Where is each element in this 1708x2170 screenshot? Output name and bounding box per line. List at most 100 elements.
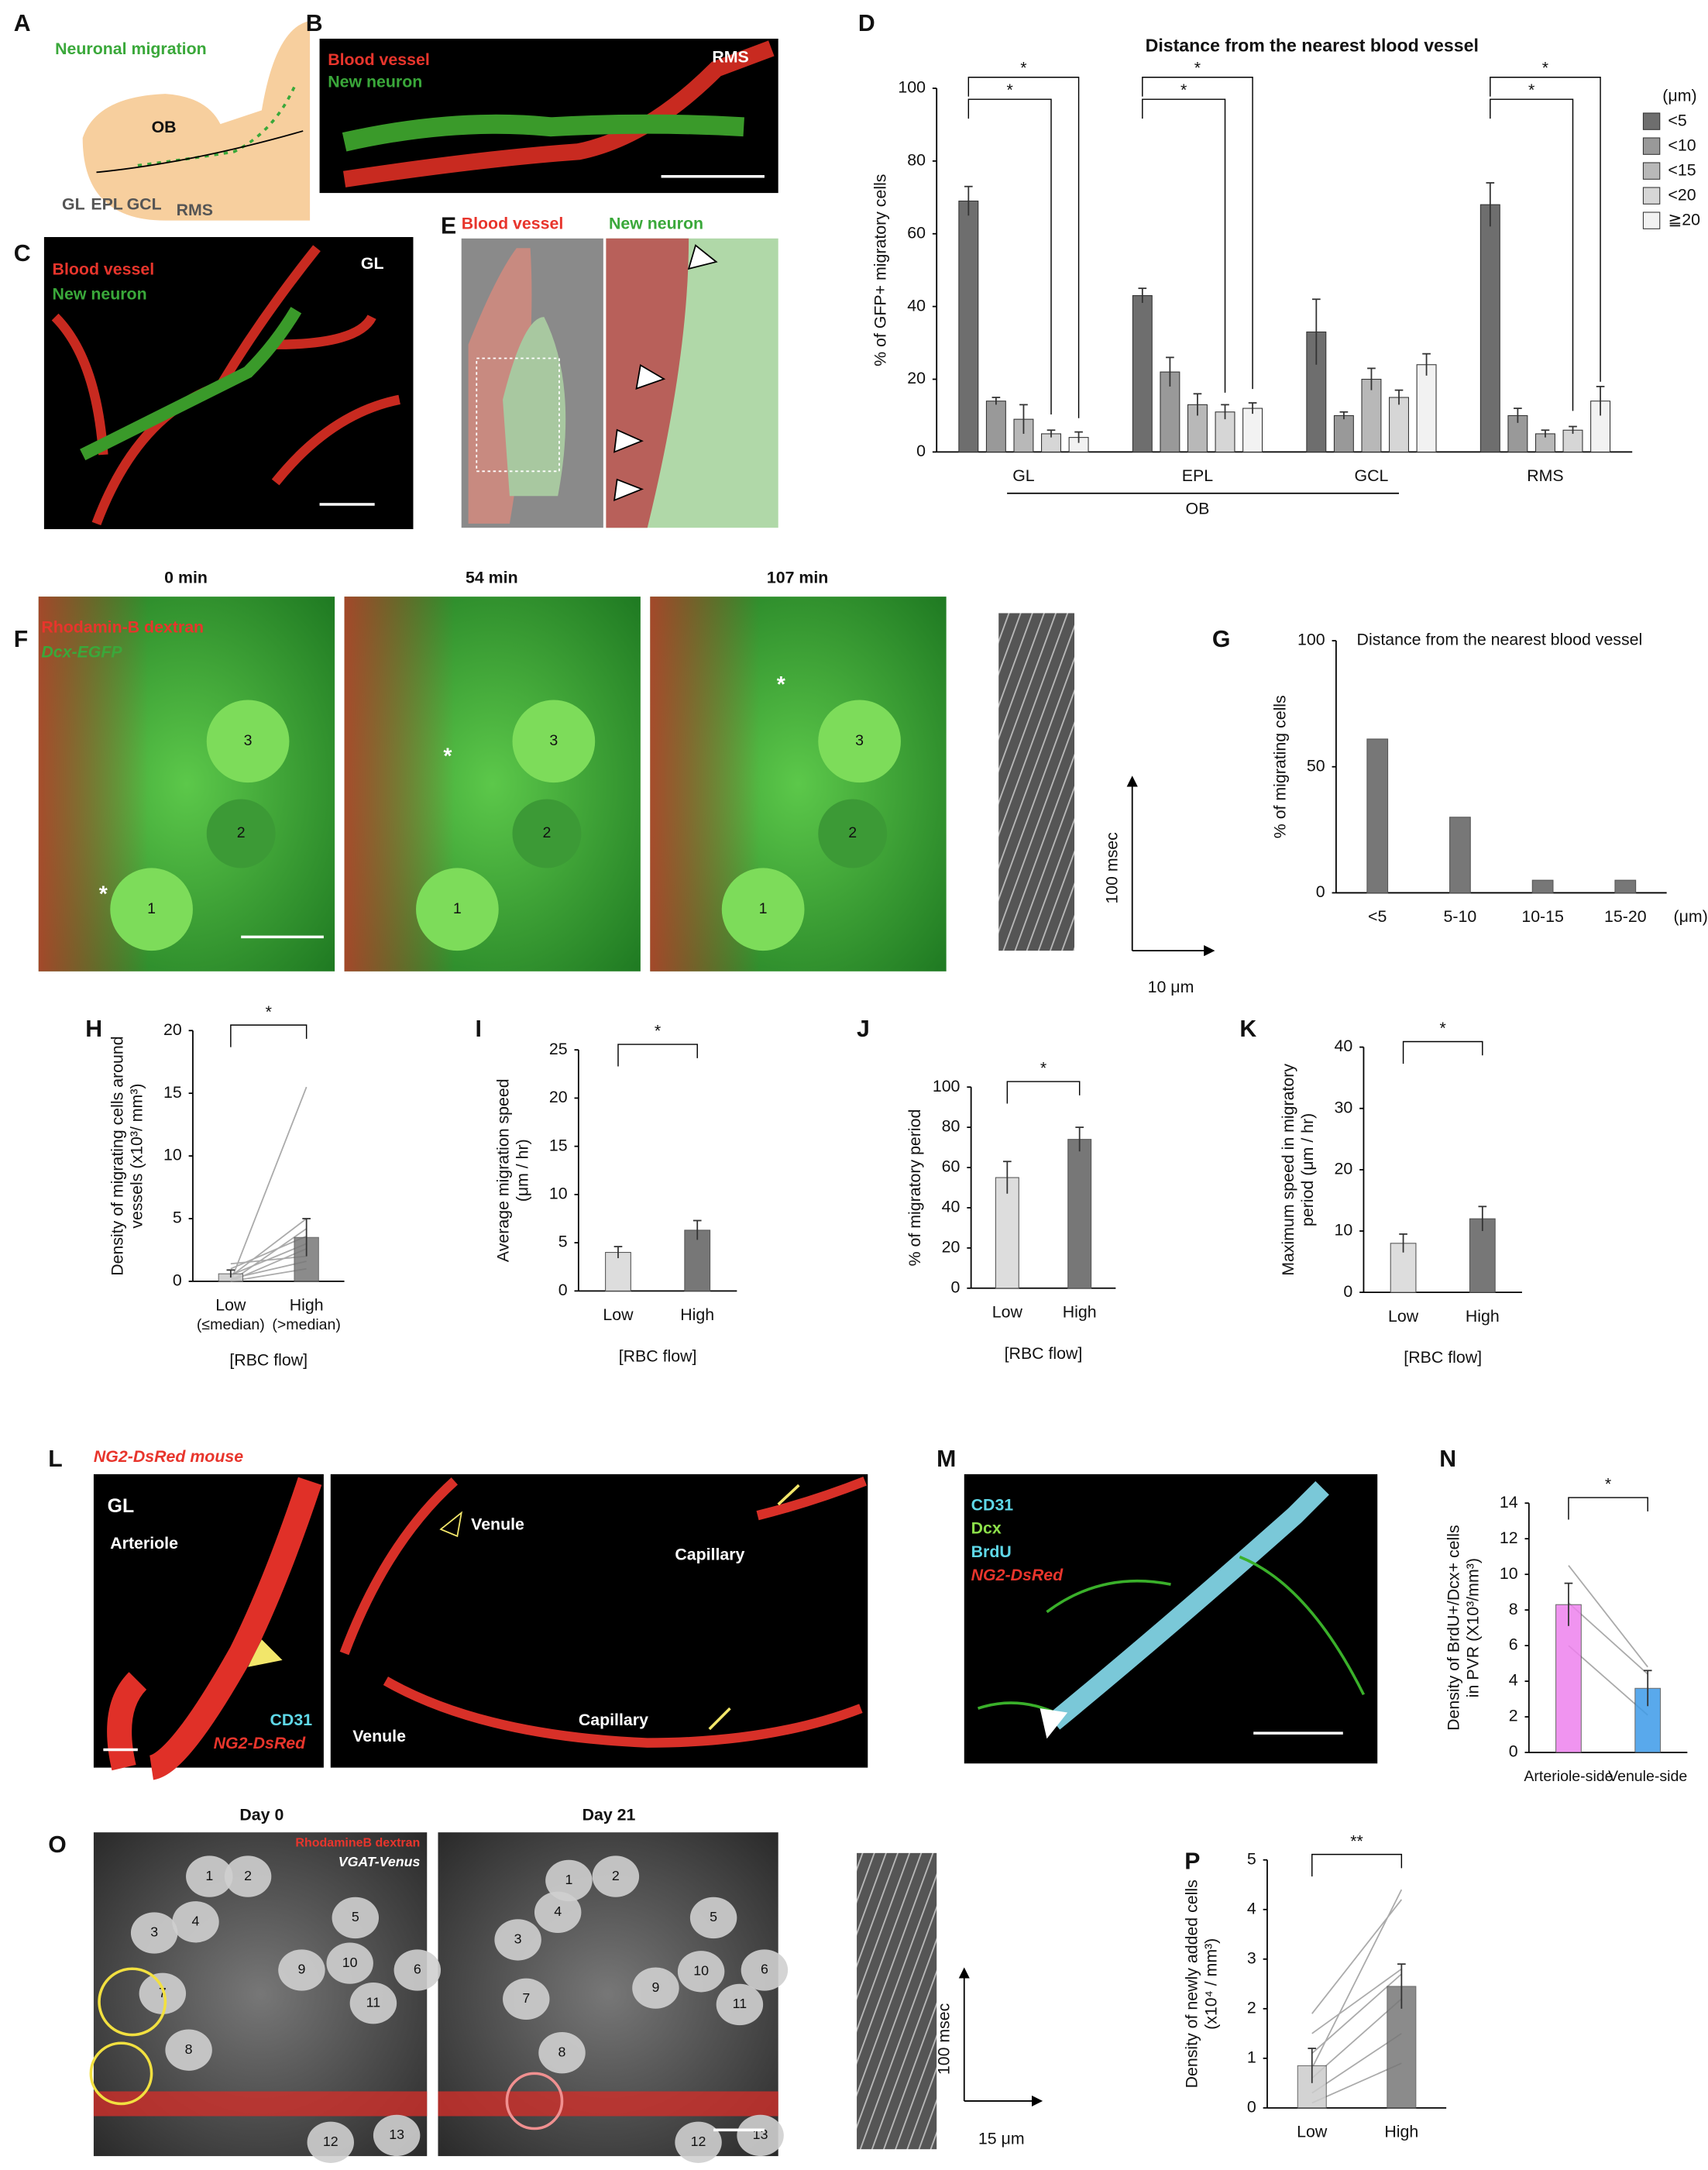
y-tick-label: 5 xyxy=(558,1233,568,1251)
paired-line xyxy=(230,1235,308,1270)
x-tick-label: Low xyxy=(992,1302,1023,1321)
y-tick-label: 0 xyxy=(1316,882,1325,901)
chart-title: Distance from the nearest blood vessel xyxy=(1146,36,1479,56)
significance-bracket xyxy=(1402,1040,1483,1064)
y-axis-label: Maximum speed in migratory xyxy=(1279,1064,1297,1276)
group-label: OB xyxy=(1186,500,1210,518)
y-tick-label: 40 xyxy=(1334,1037,1352,1055)
panel-title: Neuronal migration xyxy=(55,40,207,58)
y-tick-label: 4 xyxy=(1247,1899,1256,1917)
cell xyxy=(737,2114,784,2157)
panel-letter: B xyxy=(306,11,323,36)
x-tick-label: High xyxy=(1466,1307,1500,1326)
arrowhead xyxy=(439,1511,462,1538)
significance-bracket xyxy=(230,1024,308,1047)
bar xyxy=(1555,1604,1582,1753)
legend-swatch xyxy=(1642,162,1661,180)
cell xyxy=(818,700,901,783)
cell-number: 9 xyxy=(651,1979,659,1995)
marker-circle xyxy=(505,2072,564,2130)
y-tick-label: 80 xyxy=(942,1117,961,1136)
cell xyxy=(139,1972,187,2014)
x-tick-label: High xyxy=(1384,2122,1418,2141)
significance-label: * xyxy=(266,1002,272,1021)
y-tick-label: 60 xyxy=(907,223,926,242)
x-tick-label: GCL xyxy=(1355,466,1389,485)
label: Blood vessel xyxy=(462,215,564,233)
cell-number: 4 xyxy=(192,1913,200,1928)
significance-bracket xyxy=(1142,77,1253,390)
y-axis-label: Density of newly added cells xyxy=(1183,1879,1201,2088)
y-tick-label: 5 xyxy=(173,1209,182,1227)
bar xyxy=(1479,204,1500,452)
paired-line xyxy=(1311,1899,1403,2014)
panel-letters: A B C D E F G H I J K L M N O P xyxy=(14,11,1456,1874)
cell-number: 5 xyxy=(710,1909,717,1924)
label: Dcx-EGFP xyxy=(41,643,122,662)
arrow xyxy=(708,1707,731,1731)
x-axis-label: [RBC flow] xyxy=(1404,1348,1482,1367)
x-tick-label: 15-20 xyxy=(1604,907,1647,926)
legend-title: (μm) xyxy=(1662,86,1696,105)
cell-number: 8 xyxy=(185,2041,193,2057)
bar xyxy=(995,1177,1019,1289)
arrow xyxy=(777,1484,800,1506)
paired-line xyxy=(1568,1602,1648,1675)
cell-number: 2 xyxy=(612,1868,620,1883)
panel-letter: M xyxy=(936,1446,956,1472)
label: BrdU xyxy=(971,1542,1012,1561)
panel-b: Blood vessel New neuron RMS xyxy=(319,38,778,194)
paired-line xyxy=(230,1260,307,1280)
label: Dcx xyxy=(971,1519,1002,1538)
panel-letter: G xyxy=(1212,627,1231,652)
cell-number: 3 xyxy=(150,1924,158,1940)
bar xyxy=(958,200,979,452)
cell-number: 10 xyxy=(342,1955,358,1970)
label: GL xyxy=(361,254,384,273)
vessel xyxy=(342,40,775,187)
label: Blood vessel xyxy=(328,50,430,69)
cell xyxy=(332,1897,380,1939)
y-axis-label: (x10⁴ / mm³) xyxy=(1201,1938,1220,2030)
y-tick-label: 8 xyxy=(1509,1600,1518,1618)
label: VGAT-Venus xyxy=(339,1854,421,1869)
paired-line xyxy=(1311,2033,1402,2094)
cell-number: 1 xyxy=(205,1868,213,1883)
y-tick-label: 10 xyxy=(163,1146,182,1164)
y-tick-label: 20 xyxy=(163,1020,182,1039)
schematic-shape xyxy=(82,20,311,221)
cell-number: 11 xyxy=(733,1996,747,2011)
cell-number: 6 xyxy=(761,1962,768,1977)
y-tick-label: 40 xyxy=(942,1198,961,1216)
cell-number: 1 xyxy=(147,900,156,917)
label: NG2-DsRed xyxy=(214,1734,306,1752)
region-label: GCL xyxy=(127,195,162,214)
y-tick-label: 0 xyxy=(1343,1282,1352,1301)
y-tick-label: 20 xyxy=(907,369,926,387)
paired-line xyxy=(1311,1973,1402,2055)
panel-letter: P xyxy=(1184,1848,1200,1874)
legend-label: <20 xyxy=(1668,185,1696,204)
y-tick-label: 40 xyxy=(907,296,926,315)
cell xyxy=(416,868,499,951)
panel-letter: K xyxy=(1239,1016,1256,1042)
label: Rhodamin-B dextran xyxy=(41,618,204,637)
cell-number: 2 xyxy=(543,824,552,841)
y-axis-label: Average migration speed xyxy=(493,1078,512,1262)
cell xyxy=(503,1978,550,2020)
cell xyxy=(186,1855,233,1897)
migrating-cell-marker: * xyxy=(99,882,108,907)
label: Blood vessel xyxy=(53,260,155,278)
panel-f: 1 2 3 * 0 min 1 2 3 * 54 min 1 2 3 * 107 min Rhodamin-… xyxy=(38,569,1215,996)
legend-label: <10 xyxy=(1668,136,1696,154)
significance-label: * xyxy=(1605,1475,1611,1494)
panel-letter: F xyxy=(14,627,28,652)
y-tick-label: 0 xyxy=(1247,2097,1256,2116)
y-axis-label: period (μm / hr) xyxy=(1298,1113,1317,1226)
cell xyxy=(592,1855,640,1897)
paired-line xyxy=(1568,1565,1648,1668)
y-tick-label: 4 xyxy=(1509,1671,1518,1690)
legend-swatch xyxy=(1642,137,1661,155)
significance-label: * xyxy=(1040,1059,1046,1078)
